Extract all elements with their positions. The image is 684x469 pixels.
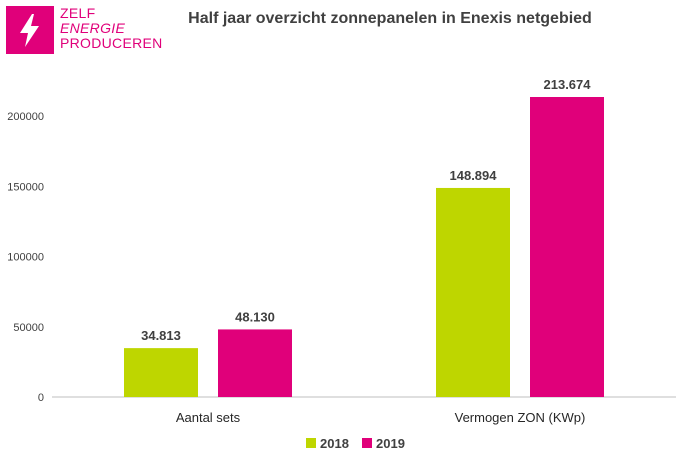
- bar-2018-2: [436, 187, 510, 397]
- data-label: 34.813: [141, 328, 181, 343]
- bar-2018-1: [124, 348, 198, 397]
- legend-swatch-2019: [362, 438, 372, 448]
- x-category-label: Vermogen ZON (KWp): [455, 410, 586, 425]
- bar-2019-1: [218, 329, 292, 397]
- chart-title: Half jaar overzicht zonnepanelen in Enex…: [188, 10, 592, 27]
- y-tick-label: 50000: [13, 322, 44, 334]
- data-label: 148.894: [450, 168, 498, 183]
- x-category-label: Aantal sets: [176, 410, 241, 425]
- logo-line-1: ZELF: [60, 5, 96, 21]
- logo-text: ZELF ENERGIE PRODUCEREN: [60, 6, 163, 51]
- legend-label: 2018: [320, 436, 349, 451]
- logo-line-3: PRODUCEREN: [60, 35, 163, 51]
- data-label: 213.674: [544, 77, 592, 92]
- y-tick-label: 200000: [7, 111, 44, 123]
- logo-line-2: ENERGIE: [60, 20, 126, 36]
- bar-2019-2: [530, 97, 604, 397]
- data-label: 48.130: [235, 309, 275, 324]
- y-tick-label: 0: [38, 392, 44, 404]
- logo-badge: [6, 6, 54, 54]
- legend-label: 2019: [376, 436, 405, 451]
- lightning-bolt-icon: [6, 6, 54, 54]
- y-tick-label: 100000: [7, 252, 44, 264]
- legend-swatch-2018: [306, 438, 316, 448]
- y-tick-label: 150000: [7, 181, 44, 193]
